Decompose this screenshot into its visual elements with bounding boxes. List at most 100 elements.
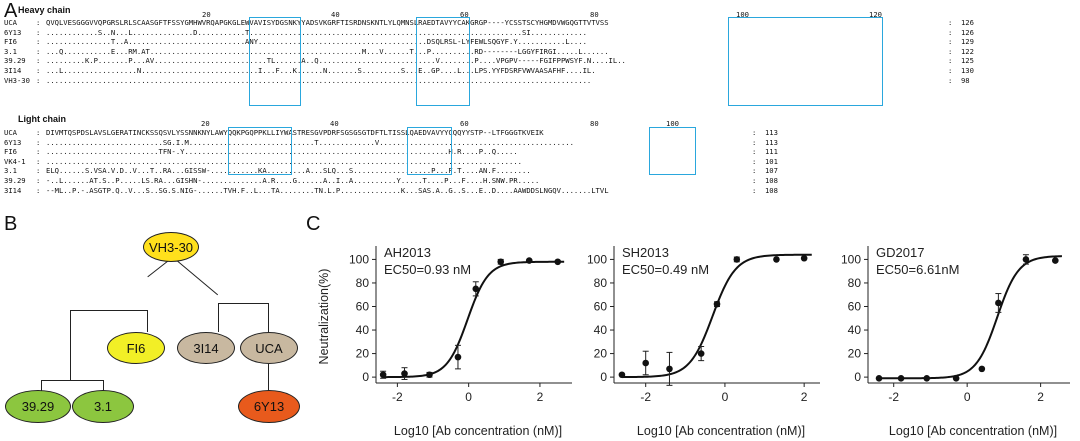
data-point [995, 299, 1002, 307]
data-point [525, 257, 533, 264]
light-tick-20: 20 [201, 119, 210, 128]
data-point [1022, 256, 1030, 263]
x-tick-label: 0 [722, 390, 729, 404]
data-point [800, 254, 808, 262]
data-point [472, 285, 480, 293]
data-point [497, 258, 505, 266]
data-point [875, 374, 883, 382]
sequence-residues: ...............T..A.....................… [46, 37, 587, 47]
sequence-residues: ........................................… [46, 75, 592, 85]
y-tick-label: 40 [356, 323, 370, 337]
y-tick-label: 40 [594, 323, 608, 337]
tree-branch [173, 257, 219, 296]
sequence-name: FI6 [4, 37, 17, 47]
data-point [952, 374, 960, 382]
data-point [697, 350, 705, 357]
tree-branch [70, 310, 148, 312]
sequence-name: 6Y13 [4, 27, 22, 37]
sequence-length: : 101 [752, 156, 778, 166]
y-tick-label: 60 [848, 299, 862, 313]
y-axis-label: Neutralization(%) [317, 269, 331, 365]
chart-title: AH2013 [384, 245, 431, 260]
sequence-residues: -..L......AT.S..P.....LS.RA...GISHN-....… [46, 176, 540, 185]
heavy-row: VH3-30:.................................… [4, 75, 970, 85]
sequence-length: : 111 [752, 147, 778, 157]
light-tick-40: 40 [330, 119, 339, 128]
light-row: 6Y13: ...........................SG.I.M..… [4, 137, 778, 147]
data-point [923, 374, 931, 382]
heavy-cdr2-box [416, 17, 470, 106]
sequence-name: 3I14 [4, 66, 22, 75]
tree-branch [70, 310, 72, 380]
heavy-row: UCA: QVQLVESGGGVVQPGRSLRLSCAASGFTFSSYGMHW… [4, 18, 974, 27]
heavy-row: 3.1: ...Q...........E...RM.AT............… [4, 46, 974, 56]
light-row: 39.29: -..L......AT.S..P.....LS.RA...GISH… [4, 176, 778, 185]
light-row: 3.1: ELQ......S.VSA.V.D..V...T..RA...GISS… [4, 166, 778, 176]
y-tick-label: 60 [356, 299, 370, 313]
sequence-residues: ...L.................N..................… [46, 66, 596, 75]
data-point [897, 374, 905, 382]
heavy-cdr1-box [249, 17, 301, 106]
light-row: FI6: ..........................TFN-.Y....… [4, 147, 778, 157]
sequence-name: FI6 [4, 147, 17, 157]
light-tick-60: 60 [460, 119, 469, 128]
sequence-residues: ..........................TFN-.Y........… [46, 147, 518, 157]
tree-node-uca: UCA [240, 332, 298, 364]
light-row: VK4-1:..................................… [4, 156, 778, 166]
y-tick-label: 80 [848, 276, 862, 290]
x-tick-label: -2 [888, 390, 899, 404]
light-cdr1-box [228, 127, 292, 175]
x-axis-label: Log10 [Ab concentration (nM)] [889, 424, 1057, 438]
sequence-length: : 126 [948, 18, 974, 27]
sequence-residues: .........K.P.......P...AV...............… [46, 56, 626, 66]
data-point [733, 256, 741, 263]
heavy-tick-120: 120 [869, 10, 882, 19]
sequence-name: VH3-30 [4, 75, 30, 85]
sequence-name: UCA [4, 128, 17, 137]
tree-node-3i14: 3I14 [177, 332, 235, 364]
sequence-name: 3I14 [4, 185, 22, 195]
light-tick-100: 100 [666, 119, 679, 128]
heavy-tick-60: 60 [460, 10, 469, 19]
x-tick-label: 2 [801, 390, 808, 404]
x-tick-label: 0 [465, 390, 472, 404]
ec50-label: EC50=0.93 nM [384, 262, 471, 277]
sequence-residues: QVQLVESGGGVVQPGRSLRLSCAASGFTFSSYGMHWVRQA… [46, 18, 609, 27]
x-axis-label: Log10 [Ab concentration (nM)] [637, 424, 805, 438]
sequence-residues: --ML..P.-.ASGTP.Q..V...S..SG.S.NIG-.....… [46, 185, 609, 195]
y-tick-label: 20 [356, 347, 370, 361]
heavy-tick-40: 40 [331, 10, 340, 19]
tree-branch [268, 364, 270, 392]
sequence-length: : 122 [948, 46, 974, 56]
y-tick-label: 20 [848, 347, 862, 361]
sequence-residues: ELQ......S.VSA.V.D..V...T..RA...GISSW-..… [46, 166, 531, 176]
data-point [379, 371, 387, 379]
x-tick-label: 0 [964, 390, 971, 404]
data-point [666, 365, 673, 373]
sequence-residues: ........................................… [46, 156, 522, 166]
y-tick-label: 20 [594, 347, 608, 361]
data-point [554, 258, 562, 266]
sequence-residues: DIVMTQSPDSLAVSLGERATINCKSSQSVLYSSNNKNYLA… [46, 128, 544, 137]
sequence-length: : 126 [948, 27, 974, 37]
x-axis-label: Log10 [Ab concentration (nM)] [394, 424, 562, 438]
data-point [773, 256, 780, 263]
heavy-row: 39.29: .........K.P.......P...AV.........… [4, 56, 974, 66]
sequence-name: VK4-1 [4, 156, 26, 166]
y-tick-label: 100 [349, 252, 369, 266]
data-point [642, 359, 649, 367]
heavy-tick-100: 100 [736, 10, 749, 19]
tree-branch [103, 380, 105, 392]
y-tick-label: 0 [600, 370, 607, 384]
data-point [454, 353, 462, 361]
tree-branch [147, 310, 149, 332]
x-tick-label: -2 [392, 390, 403, 404]
light-row: 3I14: --ML..P.-.ASGTP.Q..V...S..SG.S.NIG-… [4, 185, 778, 195]
light-tick-80: 80 [590, 119, 599, 128]
chart-title: SH2013 [622, 245, 669, 260]
tree-node-3-1: 3.1 [72, 390, 134, 423]
data-point [401, 370, 408, 377]
panel-label-b: B [4, 213, 18, 235]
sequence-length: : 107 [752, 166, 778, 176]
sequence-name: 39.29 [4, 176, 26, 185]
